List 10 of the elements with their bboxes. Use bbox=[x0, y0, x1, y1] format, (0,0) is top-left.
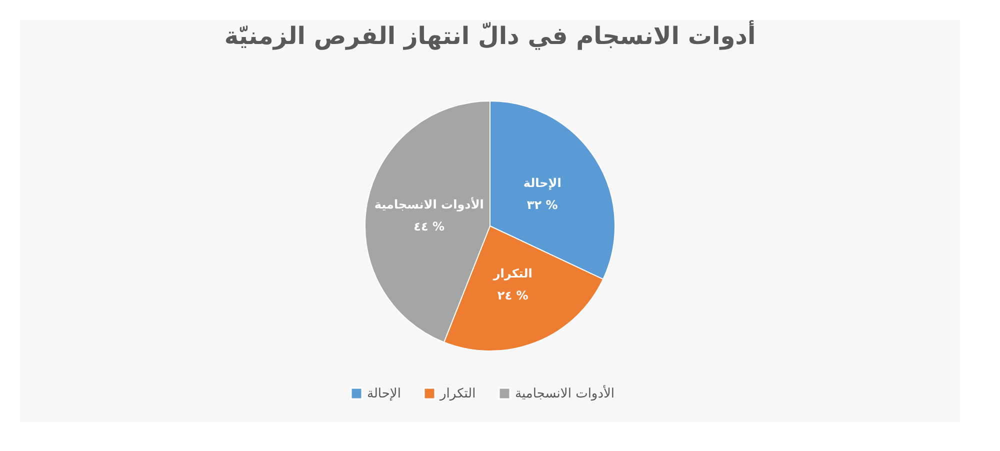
data-label: ٤٤ % bbox=[414, 219, 445, 234]
legend-label: الإحالة bbox=[367, 386, 401, 402]
chart-title: أدوات الانسجام في دالّ انتهاز الفرص الزمنيّة bbox=[224, 20, 756, 50]
data-label: ٢٤ % bbox=[497, 288, 528, 303]
slice-label: التكرار bbox=[492, 266, 532, 281]
legend-label: التكرار bbox=[439, 386, 476, 402]
slice-label: الأدوات الانسجامية bbox=[374, 196, 484, 212]
slice-label: الإحالة bbox=[523, 176, 562, 190]
legend-label: الأدوات الانسجامية bbox=[515, 384, 615, 402]
data-label: ٣٢ % bbox=[526, 198, 558, 212]
